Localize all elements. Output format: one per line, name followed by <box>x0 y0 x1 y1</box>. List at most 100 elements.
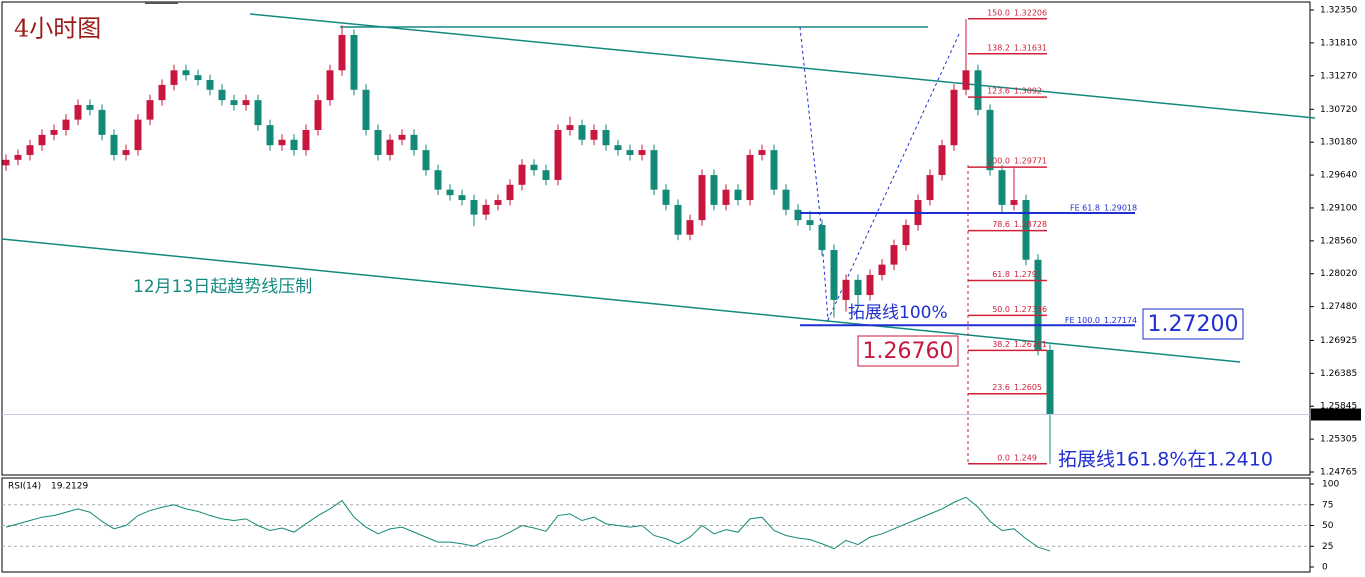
candle-body <box>482 204 490 215</box>
candle-body <box>842 279 850 300</box>
candle-body <box>794 209 802 221</box>
candle-body <box>518 164 526 185</box>
y-tick-label: 1.29640 <box>1320 171 1357 181</box>
fib-price: 1.29771 <box>1014 157 1047 166</box>
candle-body <box>182 70 190 76</box>
candle-body <box>770 150 778 190</box>
candle-body <box>638 150 646 155</box>
candle-body <box>362 89 370 130</box>
fe-label: FE 61.8 <box>1070 203 1100 212</box>
candle-body <box>950 89 958 146</box>
candle-body <box>26 145 34 155</box>
candle-body <box>806 220 814 226</box>
candle-body <box>686 220 694 235</box>
projection-line <box>799 26 961 322</box>
rsi-tick-label: 50 <box>1322 521 1334 531</box>
candle-body <box>1034 259 1042 350</box>
fib-price: 1.27336 <box>1014 305 1047 314</box>
candle-body <box>74 105 82 120</box>
candle-body <box>398 134 406 140</box>
fe-price: 1.27174 <box>1104 316 1137 325</box>
candle-body <box>530 164 538 171</box>
candle-body <box>890 245 898 265</box>
fib-price: 1.3092 <box>1014 87 1042 96</box>
candle-body <box>62 119 70 130</box>
candle-body <box>650 150 658 190</box>
candle-body <box>542 170 550 180</box>
candle-body <box>218 89 226 101</box>
candle-body <box>746 154 754 201</box>
candle-body <box>938 145 946 176</box>
candle-body <box>866 274 874 296</box>
candle-body <box>86 105 94 110</box>
fib-price: 1.2605 <box>1014 383 1042 392</box>
candle-body <box>614 145 622 151</box>
candle-body <box>338 34 346 71</box>
fib-price: 1.2791 <box>1014 270 1042 279</box>
candle-body <box>110 134 118 155</box>
y-tick-label: 1.29100 <box>1320 203 1357 213</box>
candle-body <box>974 70 982 110</box>
candle-body <box>782 189 790 210</box>
fib-ratio: 50.0 <box>992 305 1010 314</box>
candle-body <box>314 100 322 130</box>
fib-ratio: 61.8 <box>992 270 1010 279</box>
fib-price: 1.31631 <box>1014 43 1047 52</box>
candle-body <box>830 249 838 300</box>
extension-note: 拓展线100% <box>848 303 948 323</box>
candle-body <box>278 139 286 146</box>
candle-body <box>242 100 250 106</box>
y-tick-label: 1.28020 <box>1320 269 1357 279</box>
candle-body <box>602 129 610 146</box>
y-tick-label: 1.24765 <box>1320 468 1357 478</box>
chart-title: 4小时图 <box>14 15 101 43</box>
y-tick-label: 1.31270 <box>1320 71 1357 81</box>
candle-body <box>170 70 178 85</box>
fib-ratio: 150.0 <box>987 8 1010 17</box>
main-panel-frame <box>1 1 1311 476</box>
y-tick-label: 1.31810 <box>1320 38 1357 48</box>
candle-body <box>374 129 382 155</box>
price-box-label: 1.26760 <box>863 339 954 364</box>
candle-body <box>986 109 994 171</box>
candle-body <box>266 125 274 146</box>
y-tick-label: 1.28560 <box>1320 236 1357 246</box>
candle-body <box>626 150 634 155</box>
fe-price: 1.29018 <box>1104 203 1137 212</box>
candle-body <box>962 70 970 90</box>
candle-body <box>326 70 334 101</box>
candle-body <box>722 189 730 205</box>
y-tick-label: 1.25305 <box>1320 435 1357 445</box>
candle-body <box>710 175 718 205</box>
fib-ratio: 138.2 <box>987 43 1010 52</box>
price-box <box>857 335 959 367</box>
trend-line <box>249 13 1316 119</box>
fib-price: 1.26761 <box>1014 340 1047 349</box>
candle-body <box>146 100 154 120</box>
trend-note: 12月13日起趋势线压制 <box>133 277 312 297</box>
fib-price: 1.28728 <box>1014 220 1047 229</box>
candle-body <box>1010 200 1018 205</box>
fib-ratio: 123.6 <box>987 87 1010 96</box>
fe-label: FE 100.0 <box>1065 316 1100 325</box>
candle-body <box>206 80 214 90</box>
candle-body <box>998 170 1006 205</box>
candle-body <box>902 225 910 246</box>
candle-body <box>878 264 886 275</box>
candle-body <box>2 159 10 166</box>
candle-body <box>122 150 130 155</box>
rsi-label: RSI(14) <box>8 482 41 492</box>
candle-body <box>410 134 418 151</box>
current-price-label: 1.25709 <box>1320 410 1357 420</box>
candle-body <box>566 125 574 130</box>
candle-body <box>254 100 262 126</box>
y-tick-label: 1.25845 <box>1320 402 1357 412</box>
y-tick-label: 1.30720 <box>1320 105 1357 115</box>
rsi-value: 19.2129 <box>51 482 88 492</box>
rsi-tick-label: 100 <box>1322 480 1339 490</box>
candle-body <box>458 195 466 201</box>
y-tick-label: 1.30180 <box>1320 138 1357 148</box>
